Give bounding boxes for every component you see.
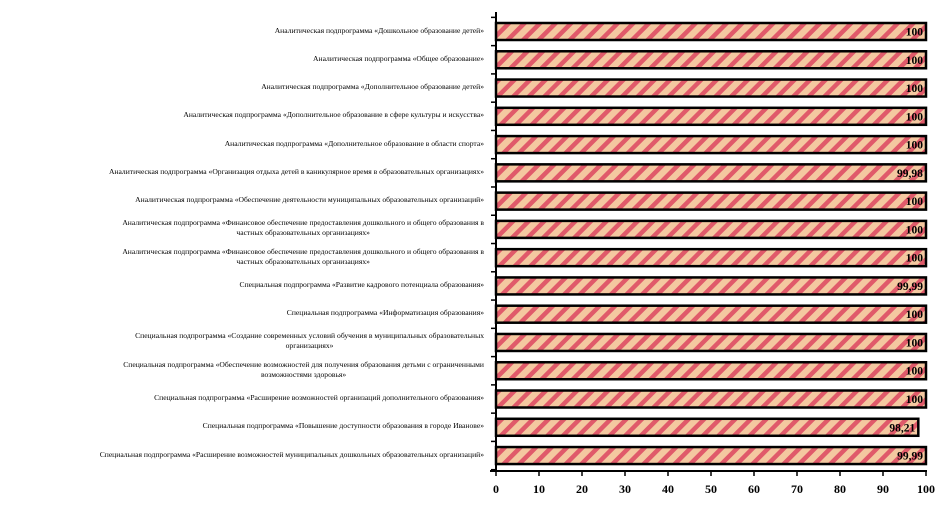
category-label-line: Аналитическая подпрограмма «Финансовое о… bbox=[122, 246, 484, 256]
data-label: 98,21 bbox=[889, 422, 915, 434]
category-label: Аналитическая подпрограмма «Финансовое о… bbox=[4, 245, 484, 269]
x-tick-label: 70 bbox=[791, 482, 803, 496]
bar bbox=[494, 332, 928, 353]
category-label-line: Аналитическая подпрограмма «Организация … bbox=[108, 166, 484, 176]
category-label-line: Специальная подпрограмма «Информатизация… bbox=[286, 308, 484, 318]
category-label-line: частных образовательных организациях» bbox=[236, 256, 370, 266]
bar bbox=[494, 134, 928, 155]
data-label: 100 bbox=[906, 366, 924, 378]
category-label: Специальная подпрограмма «Обеспечение во… bbox=[4, 358, 484, 382]
data-label: 100 bbox=[906, 140, 924, 152]
bar bbox=[494, 360, 928, 381]
bar bbox=[494, 445, 928, 466]
category-label: Специальная подпрограмма «Создание совре… bbox=[4, 329, 484, 353]
x-tick-label: 60 bbox=[748, 482, 760, 496]
category-label-line: частных образовательных организациях» bbox=[236, 228, 370, 238]
category-label-line: Аналитическая подпрограмма «Обеспечение … bbox=[135, 195, 484, 205]
x-tick-label: 0 bbox=[493, 482, 499, 496]
category-label-line: Аналитическая подпрограмма «Дополнительн… bbox=[224, 138, 484, 148]
category-label-line: Специальная подпрограмма «Развитие кадро… bbox=[239, 279, 484, 289]
category-label-line: Специальная подпрограмма «Обеспечение во… bbox=[123, 359, 484, 369]
category-label: Специальная подпрограмма «Расширение воз… bbox=[4, 449, 484, 461]
data-label: 100 bbox=[906, 309, 924, 321]
category-label: Специальная подпрограмма «Развитие кадро… bbox=[4, 279, 484, 291]
x-tick-label: 90 bbox=[877, 482, 889, 496]
data-label: 100 bbox=[906, 83, 924, 95]
category-label-line: Аналитическая подпрограмма «Дошкольное о… bbox=[274, 25, 484, 35]
data-label: 100 bbox=[906, 27, 924, 39]
data-label: 100 bbox=[906, 55, 924, 67]
bar bbox=[494, 247, 928, 268]
x-tick-label: 10 bbox=[533, 482, 545, 496]
category-label: Аналитическая подпрограмма «Общее образо… bbox=[4, 53, 484, 65]
x-tick-label: 80 bbox=[834, 482, 846, 496]
data-label: 99,99 bbox=[897, 281, 923, 293]
bar bbox=[494, 276, 928, 296]
bar bbox=[494, 304, 928, 324]
bar bbox=[494, 50, 928, 70]
bar bbox=[494, 163, 928, 183]
data-label: 100 bbox=[906, 394, 924, 406]
x-tick-label: 20 bbox=[576, 482, 588, 496]
category-label: Аналитическая подпрограмма «Дополнительн… bbox=[4, 109, 484, 121]
category-label-line: Специальная подпрограмма «Создание совре… bbox=[135, 331, 484, 341]
category-label-line: Специальная подпрограмма «Расширение воз… bbox=[154, 393, 484, 402]
bar bbox=[494, 389, 928, 409]
category-label-line: Аналитическая подпрограмма «Дополнительн… bbox=[183, 110, 484, 120]
data-label: 99,98 bbox=[897, 168, 923, 180]
data-label: 100 bbox=[906, 111, 924, 123]
data-label: 100 bbox=[906, 337, 924, 349]
bar bbox=[494, 417, 920, 438]
bar bbox=[494, 191, 928, 211]
category-label: Аналитическая подпрограмма «Дошкольное о… bbox=[4, 25, 484, 37]
data-label: 100 bbox=[906, 253, 924, 265]
category-label-line: Аналитическая подпрограмма «Дополнительн… bbox=[261, 82, 484, 92]
bar bbox=[494, 219, 928, 240]
category-label-line: возможностями здоровья» bbox=[260, 369, 347, 379]
category-label: Аналитическая подпрограмма «Обеспечение … bbox=[4, 194, 484, 206]
category-label-line: Аналитическая подпрограмма «Общее образо… bbox=[313, 53, 484, 63]
category-label: Специальная подпрограмма «Расширение воз… bbox=[4, 392, 484, 404]
category-label-line: Специальная подпрограмма «Расширение воз… bbox=[99, 449, 484, 459]
x-tick-label: 100 bbox=[917, 482, 935, 496]
category-label: Специальная подпрограмма «Повышение дост… bbox=[4, 420, 484, 432]
category-label: Аналитическая подпрограмма «Дополнительн… bbox=[4, 81, 484, 93]
bar bbox=[494, 106, 928, 127]
category-label: Специальная подпрограмма «Информатизация… bbox=[4, 307, 484, 319]
data-label: 100 bbox=[906, 224, 924, 236]
x-tick-label: 30 bbox=[619, 482, 631, 496]
category-label: Аналитическая подпрограмма «Финансовое о… bbox=[4, 216, 484, 240]
bar bbox=[494, 78, 928, 98]
bar bbox=[494, 21, 928, 42]
x-tick-label: 50 bbox=[705, 482, 717, 496]
category-label: Аналитическая подпрограмма «Дополнительн… bbox=[4, 138, 484, 150]
category-label: Аналитическая подпрограмма «Организация … bbox=[4, 166, 484, 178]
category-label-line: Аналитическая подпрограмма «Финансовое о… bbox=[122, 218, 484, 228]
category-label-line: Специальная подпрограмма «Повышение дост… bbox=[202, 421, 484, 431]
data-label: 100 bbox=[906, 196, 924, 208]
data-label: 99,99 bbox=[897, 451, 923, 463]
category-label-line: организациях» bbox=[285, 341, 334, 351]
x-tick-label: 40 bbox=[662, 482, 674, 496]
